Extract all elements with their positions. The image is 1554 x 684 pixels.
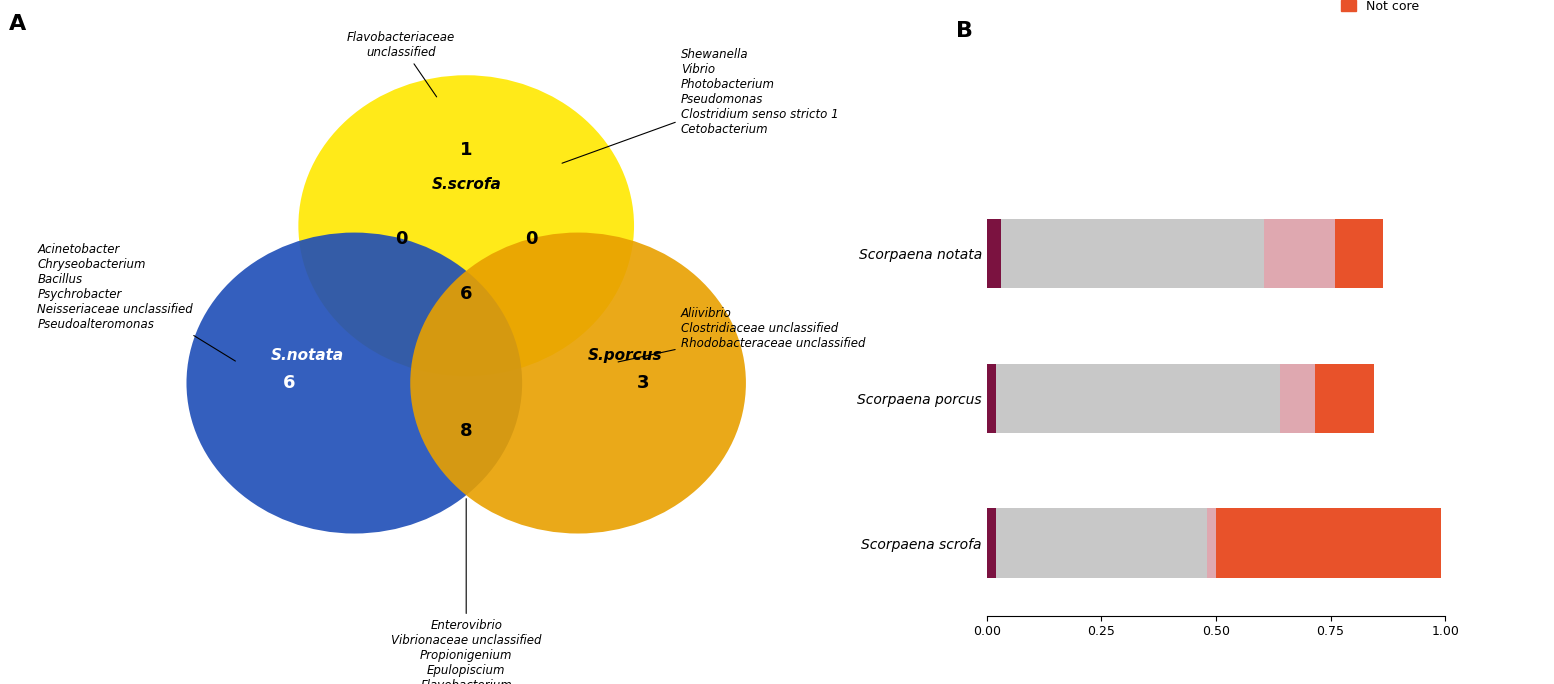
Bar xyxy=(987,219,1001,288)
Text: B: B xyxy=(956,21,973,40)
Text: 3: 3 xyxy=(637,374,650,392)
Text: Enterovibrio
Vibrionaceae unclassified
Propionigenium
Epulopiscium
Flavobacteriu: Enterovibrio Vibrionaceae unclassified P… xyxy=(392,499,541,684)
Text: Shewanella
Vibrio
Photobacterium
Pseudomonas
Clostridium senso stricto 1
Cetobac: Shewanella Vibrio Photobacterium Pseudom… xyxy=(563,48,838,163)
Ellipse shape xyxy=(298,75,634,376)
Text: S.porcus: S.porcus xyxy=(587,348,662,363)
Bar xyxy=(996,508,1207,578)
Bar xyxy=(1263,219,1335,288)
Text: Acinetobacter
Chryseobacterium
Bacillus
Psychrobacter
Neisseriaceae unclassified: Acinetobacter Chryseobacterium Bacillus … xyxy=(37,244,235,361)
Text: 6: 6 xyxy=(460,285,472,303)
Text: S.scrofa: S.scrofa xyxy=(432,177,500,192)
Text: 1: 1 xyxy=(460,142,472,159)
Bar xyxy=(996,364,1280,433)
Bar xyxy=(1280,364,1315,433)
Bar xyxy=(1215,508,1441,578)
Ellipse shape xyxy=(410,233,746,534)
Bar xyxy=(1001,219,1263,288)
Text: 0: 0 xyxy=(525,231,538,248)
Bar xyxy=(1315,364,1374,433)
Text: 8: 8 xyxy=(460,422,472,440)
Text: A: A xyxy=(9,14,26,34)
Ellipse shape xyxy=(186,233,522,534)
Text: S.notata: S.notata xyxy=(270,348,345,363)
Text: Flavobacteriaceae
unclassified: Flavobacteriaceae unclassified xyxy=(347,31,455,97)
Text: 6: 6 xyxy=(283,374,295,392)
Bar xyxy=(987,364,996,433)
Bar xyxy=(1207,508,1215,578)
Bar xyxy=(1335,219,1383,288)
Legend: Unique, Shared by all, Shared, Not core: Unique, Shared by all, Shared, Not core xyxy=(1341,0,1448,13)
Text: Aliivibrio
Clostridiaceae unclassified
Rhodobacteraceae unclassified: Aliivibrio Clostridiaceae unclassified R… xyxy=(618,307,866,362)
Bar xyxy=(987,508,996,578)
Text: 0: 0 xyxy=(395,231,407,248)
